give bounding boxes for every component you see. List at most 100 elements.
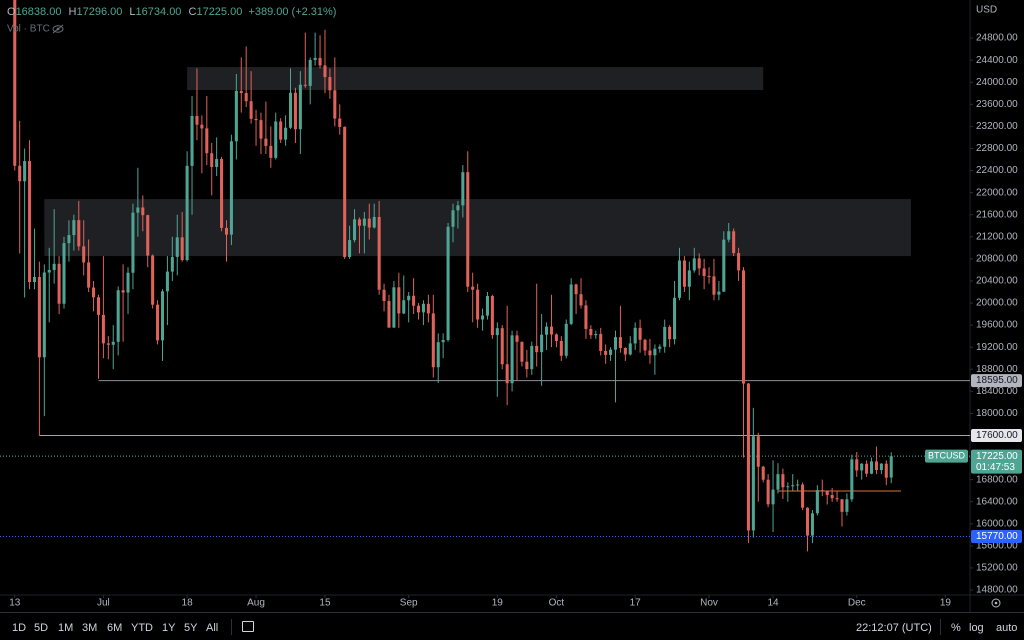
candle-body [165, 271, 169, 292]
y-tick-label: 21600.00 [976, 209, 1018, 220]
candle-body [653, 348, 657, 356]
y-tick-label: 15600.00 [976, 541, 1018, 552]
candle-body [530, 345, 534, 370]
range-button[interactable]: YTD [131, 622, 153, 634]
candle-body [658, 346, 662, 349]
range-button[interactable]: 1D [12, 622, 27, 634]
candle-body [820, 490, 824, 492]
scale-option[interactable]: log [969, 622, 984, 634]
candle-body [589, 328, 593, 336]
candle-body [717, 291, 721, 295]
candle-body [254, 118, 258, 121]
candle-body [387, 300, 391, 328]
candle-body [879, 463, 883, 470]
candle-body [850, 459, 854, 500]
scale-option[interactable]: % [951, 622, 961, 634]
range-button[interactable]: 5Y [184, 622, 198, 634]
candle-body [535, 345, 539, 353]
y-tick-label: 23600.00 [976, 99, 1018, 110]
candle-body [446, 226, 450, 341]
candle-body [569, 284, 573, 324]
candle-body [333, 90, 337, 119]
x-tick-label: 14 [767, 598, 779, 609]
range-button[interactable]: 5D [34, 622, 49, 634]
eye-icon[interactable] [52, 24, 64, 34]
legend-key: H [69, 6, 77, 18]
candle-body [609, 349, 613, 355]
candle-body [352, 219, 357, 241]
candle-body [692, 258, 696, 271]
candle-body [249, 101, 253, 119]
candle-body [224, 227, 229, 235]
candle-body [618, 337, 622, 349]
price-zone [187, 67, 764, 91]
legend-change: +389.00 (+2.31%) [248, 6, 336, 18]
y-tick-label: 22000.00 [976, 187, 1018, 198]
candle-body [279, 121, 283, 140]
range-button[interactable]: 1Y [162, 622, 176, 634]
candle-body [323, 65, 327, 78]
candle-body [436, 342, 440, 368]
candle-body [136, 207, 140, 213]
date-range-icon[interactable] [242, 621, 254, 632]
indicator-label[interactable]: Vol · BTC [7, 24, 50, 35]
legend-value: 16838.00 [16, 6, 62, 18]
candle-body [638, 327, 642, 340]
candle-body [234, 90, 238, 142]
candle-body [288, 92, 293, 128]
range-button[interactable]: All [206, 622, 219, 634]
separator [940, 619, 941, 635]
candle-body [687, 270, 691, 287]
x-tick-label: Oct [549, 598, 565, 609]
candle-body [392, 287, 396, 328]
x-tick-label: Dec [848, 598, 866, 609]
candle-body [87, 262, 91, 288]
candle-body [397, 287, 401, 314]
candle-body [293, 92, 297, 130]
x-tick-label: 19 [940, 598, 952, 609]
candle-body [805, 507, 810, 536]
candle-body [220, 159, 224, 228]
scale-option[interactable]: auto [996, 622, 1018, 634]
candle-body [308, 59, 312, 86]
candle-body [215, 159, 219, 167]
price-level-label: 17600.00 [976, 430, 1018, 441]
y-tick-label: 20400.00 [976, 276, 1018, 287]
candle-body [643, 339, 647, 351]
currency-label[interactable]: USD [976, 5, 997, 16]
candle-body [751, 436, 755, 531]
y-tick-label: 16400.00 [976, 496, 1018, 507]
range-button[interactable]: 3M [82, 622, 98, 634]
legend-value: 17225.00 [196, 6, 242, 18]
separator [231, 619, 232, 635]
y-tick-label: 22800.00 [976, 143, 1018, 154]
price-level-tag [971, 374, 1022, 388]
candle-body [505, 364, 509, 384]
settings-icon[interactable] [991, 598, 1001, 608]
bottom-toolbar: 1D 5D 1M 3M 6M YTD 1Y 5Y All 22:12:07 (UTC)% log au… [0, 612, 1024, 640]
range-button[interactable]: 6M [107, 622, 123, 634]
range-button[interactable]: 1M [58, 622, 74, 634]
candle-body [466, 172, 470, 287]
candle-body [185, 165, 189, 261]
legend-value: 17296.00 [76, 6, 122, 18]
candle-body [702, 268, 706, 276]
candle-body [101, 314, 105, 344]
candle-body [865, 463, 869, 474]
price-zone [44, 199, 911, 257]
price-level-tag [971, 529, 1022, 543]
candle-body [367, 218, 371, 228]
candle-body [540, 334, 544, 353]
countdown-label: 01:47:53 [976, 462, 1015, 473]
y-tick-label: 16000.00 [976, 518, 1018, 529]
candle-body [126, 272, 130, 293]
candle-body [160, 291, 165, 341]
candle-body [259, 120, 263, 139]
candle-body [549, 326, 553, 335]
candle-body [96, 297, 101, 315]
candle-body [239, 90, 243, 94]
y-tick-label: 21200.00 [976, 231, 1018, 242]
candle-body [441, 340, 445, 343]
candle-body [328, 77, 332, 91]
candle-body [57, 263, 61, 304]
